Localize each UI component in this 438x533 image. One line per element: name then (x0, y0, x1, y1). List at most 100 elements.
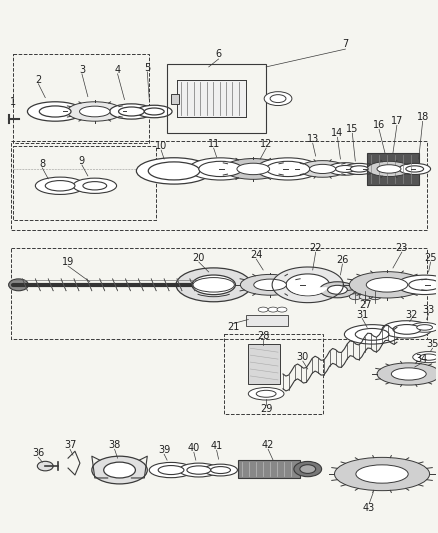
Bar (167, 64, 265, 133)
Ellipse shape (45, 181, 75, 191)
Ellipse shape (223, 158, 283, 179)
Bar (246, 314, 287, 326)
Ellipse shape (410, 322, 438, 332)
Text: 12: 12 (259, 139, 272, 149)
Bar (11, 141, 426, 230)
Ellipse shape (293, 462, 321, 477)
Ellipse shape (191, 275, 235, 295)
Ellipse shape (419, 354, 437, 360)
Text: 38: 38 (108, 440, 120, 450)
Text: 21: 21 (227, 322, 239, 333)
Bar (13, 54, 149, 143)
Text: 40: 40 (187, 443, 200, 453)
Text: 28: 28 (256, 332, 269, 341)
Ellipse shape (253, 279, 286, 290)
Ellipse shape (405, 166, 423, 172)
Text: 3: 3 (79, 65, 85, 75)
Ellipse shape (176, 272, 251, 298)
Ellipse shape (327, 163, 362, 175)
Ellipse shape (264, 92, 291, 106)
Ellipse shape (73, 178, 117, 193)
Text: 2: 2 (35, 75, 41, 85)
Ellipse shape (67, 102, 122, 121)
Ellipse shape (319, 282, 354, 298)
Ellipse shape (256, 390, 276, 397)
Ellipse shape (188, 158, 252, 180)
Ellipse shape (398, 164, 430, 174)
Ellipse shape (240, 274, 299, 295)
Ellipse shape (344, 325, 399, 344)
Ellipse shape (327, 285, 346, 294)
Ellipse shape (256, 158, 319, 180)
Ellipse shape (298, 160, 346, 177)
Ellipse shape (309, 164, 335, 174)
Ellipse shape (144, 108, 164, 115)
Ellipse shape (349, 272, 424, 298)
Text: 31: 31 (355, 310, 367, 320)
Ellipse shape (265, 161, 309, 176)
Text: 4: 4 (114, 65, 120, 75)
Text: 41: 41 (210, 441, 222, 451)
Ellipse shape (103, 462, 135, 478)
Ellipse shape (149, 463, 192, 478)
Ellipse shape (355, 465, 407, 483)
Ellipse shape (335, 165, 354, 172)
Ellipse shape (118, 107, 144, 116)
Ellipse shape (193, 278, 234, 292)
Text: 13: 13 (306, 134, 318, 144)
Ellipse shape (408, 279, 438, 290)
Ellipse shape (366, 161, 410, 176)
Text: 39: 39 (158, 445, 170, 455)
Ellipse shape (198, 161, 242, 176)
Ellipse shape (358, 294, 370, 300)
Ellipse shape (35, 177, 85, 195)
Ellipse shape (354, 328, 388, 340)
Ellipse shape (9, 279, 28, 291)
Ellipse shape (237, 163, 269, 175)
Text: 5: 5 (144, 63, 150, 73)
Text: 14: 14 (331, 128, 343, 138)
Ellipse shape (390, 368, 425, 380)
Text: 29: 29 (259, 403, 272, 414)
Ellipse shape (92, 456, 147, 484)
Ellipse shape (349, 294, 360, 300)
Ellipse shape (37, 462, 53, 471)
Ellipse shape (203, 464, 237, 476)
Text: 32: 32 (405, 310, 417, 320)
Polygon shape (272, 267, 343, 303)
Ellipse shape (79, 106, 110, 117)
Ellipse shape (343, 164, 374, 174)
Polygon shape (288, 288, 326, 295)
Text: 27: 27 (358, 300, 371, 310)
Ellipse shape (28, 102, 83, 121)
Ellipse shape (268, 307, 277, 312)
Text: 35: 35 (425, 340, 438, 349)
Text: 10: 10 (155, 141, 167, 151)
Ellipse shape (376, 363, 438, 385)
Ellipse shape (248, 387, 283, 400)
Ellipse shape (269, 95, 285, 102)
Ellipse shape (176, 268, 251, 302)
Ellipse shape (392, 325, 420, 334)
Text: 6: 6 (215, 49, 221, 59)
Ellipse shape (416, 325, 431, 330)
Ellipse shape (381, 321, 431, 338)
Bar (238, 460, 299, 478)
Ellipse shape (412, 352, 438, 362)
Ellipse shape (187, 466, 210, 474)
Text: 43: 43 (362, 503, 374, 513)
Ellipse shape (285, 274, 329, 296)
Text: 19: 19 (62, 257, 74, 267)
Text: 17: 17 (390, 116, 402, 126)
Text: 16: 16 (372, 120, 384, 131)
Text: 20: 20 (192, 253, 205, 263)
Ellipse shape (210, 466, 230, 473)
Text: 7: 7 (342, 39, 348, 49)
Bar (248, 344, 279, 384)
Bar (177, 80, 246, 117)
Bar (366, 153, 418, 185)
Text: 37: 37 (64, 440, 76, 450)
Text: 8: 8 (39, 159, 45, 169)
Text: 33: 33 (421, 304, 434, 314)
Ellipse shape (365, 278, 407, 292)
